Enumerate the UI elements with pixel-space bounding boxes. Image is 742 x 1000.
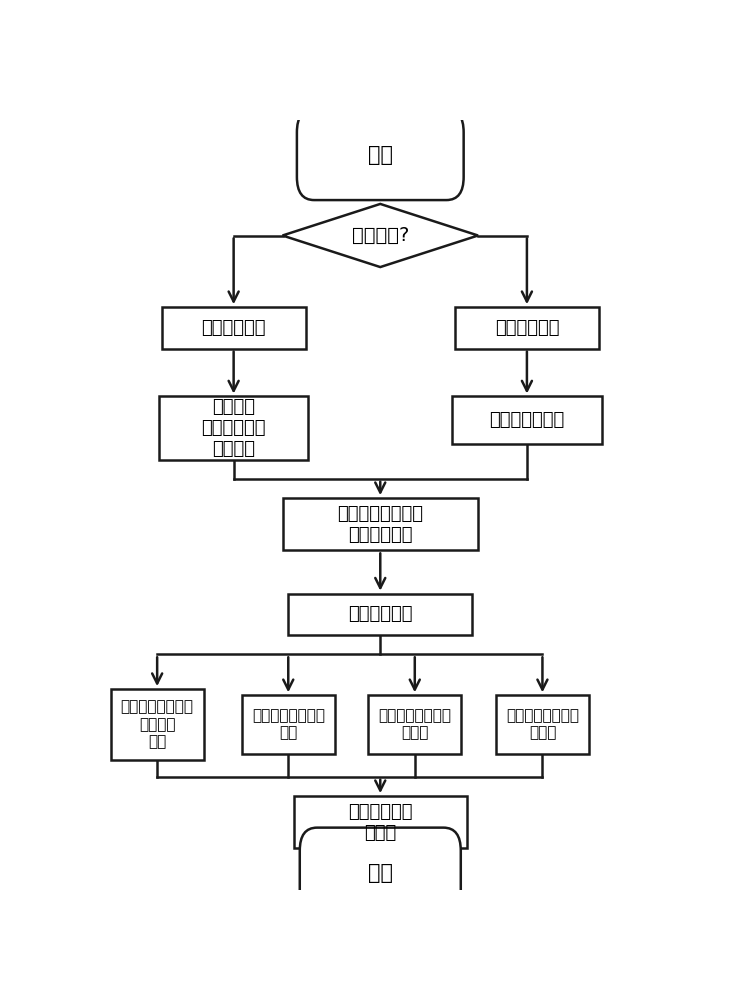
Bar [455,307,599,349]
Text: 太阳模拟器辐射: 太阳模拟器辐射 [489,411,565,429]
Text: 试件板的传导热损
失计算: 试件板的传导热损 失计算 [506,708,579,741]
Bar [242,695,335,754]
Text: 开始: 开始 [368,145,393,165]
Text: 地面原位测试: 地面原位测试 [495,319,559,337]
Text: 结束: 结束 [368,863,393,883]
Bar [288,594,473,635]
Bar [111,689,204,760]
Bar [368,695,462,754]
Bar [283,498,478,550]
Text: 热探测器温度: 热探测器温度 [348,605,413,623]
Bar [162,307,306,349]
Bar [159,396,309,460]
Polygon shape [283,204,478,267]
Bar [294,796,467,848]
Text: 热控涂层吸收的辐
射热通量计算: 热控涂层吸收的辐 射热通量计算 [338,505,423,544]
Text: 测试环境?: 测试环境? [352,226,409,245]
Bar [452,396,602,444]
Text: 热控涂层向环境辐
射的热量
计算: 热控涂层向环境辐 射的热量 计算 [121,700,194,749]
Text: 太阳辐射
星体反照辐射
地球辐射: 太阳辐射 星体反照辐射 地球辐射 [201,398,266,458]
Bar [496,695,589,754]
FancyBboxPatch shape [300,828,461,918]
Text: 试件板增加的内能
计算: 试件板增加的内能 计算 [252,708,325,741]
Text: 空间在轨测试: 空间在轨测试 [201,319,266,337]
Text: 试件板的辐射热损
失计算: 试件板的辐射热损 失计算 [378,708,451,741]
FancyBboxPatch shape [297,109,464,200]
Text: 热控涂层太阳
吸收率: 热控涂层太阳 吸收率 [348,803,413,842]
